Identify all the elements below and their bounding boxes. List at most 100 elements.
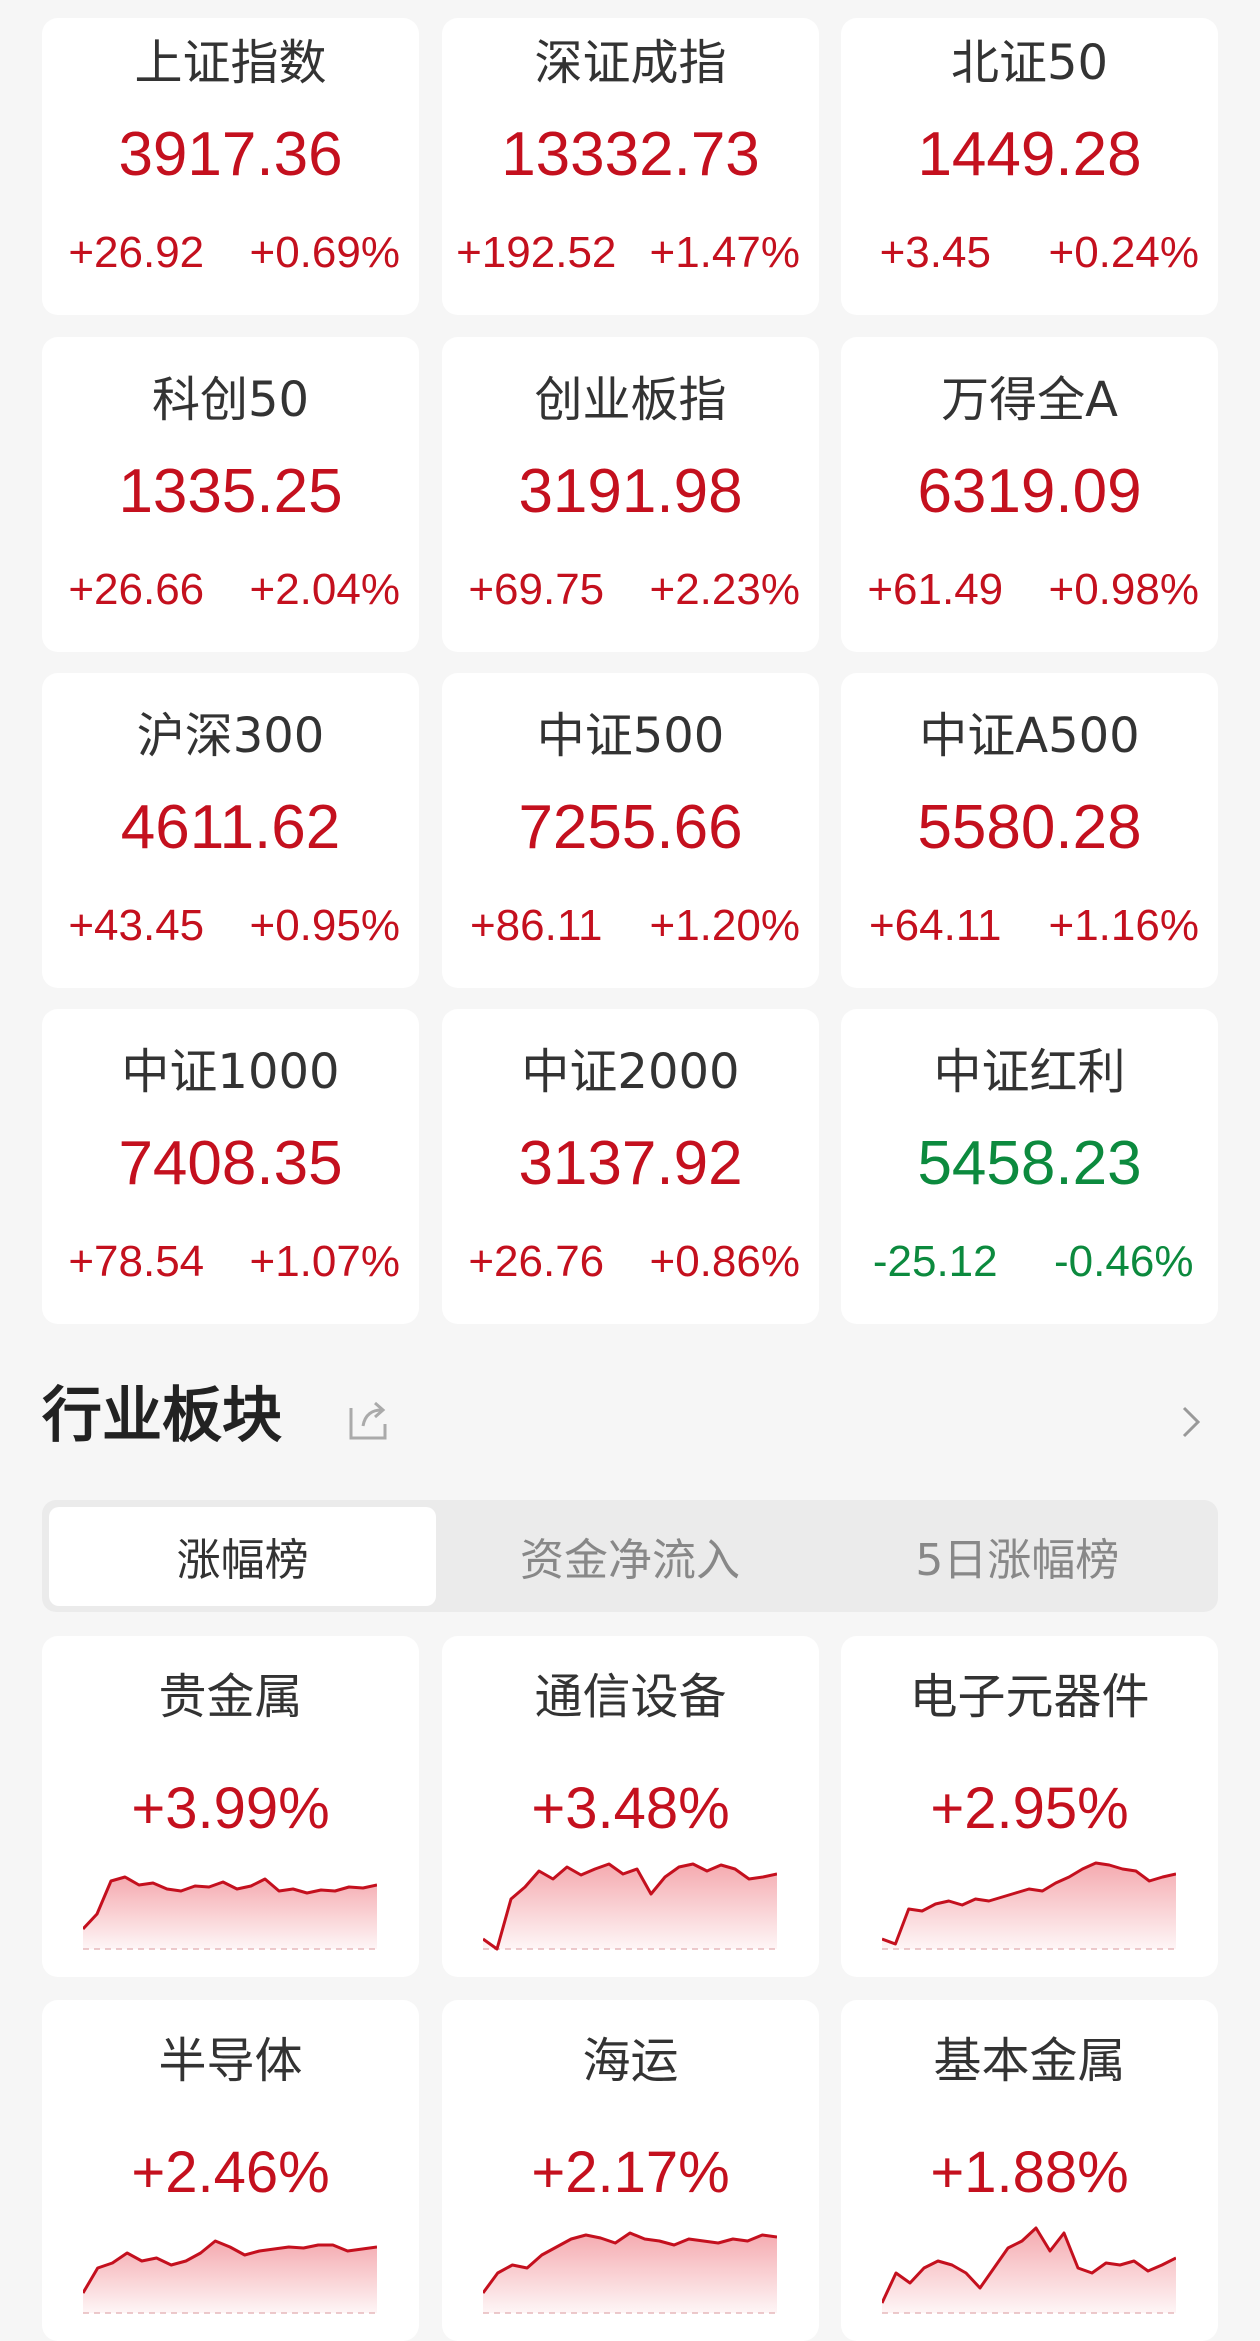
index-card[interactable]: 中证A500 5580.28 +64.11 +1.16% xyxy=(841,673,1218,988)
index-price: 1335.25 xyxy=(118,457,343,526)
index-change: +64.11 xyxy=(868,901,1002,950)
index-change-pct: +0.95% xyxy=(249,901,400,950)
index-price: 13332.73 xyxy=(501,120,760,189)
sector-sparkline xyxy=(882,1861,1176,1950)
index-name: 中证500 xyxy=(536,708,725,764)
index-change: +192.52 xyxy=(456,228,617,277)
index-price: 6319.09 xyxy=(917,457,1142,526)
index-change-pct: +1.16% xyxy=(1048,901,1199,950)
sector-sparkline xyxy=(483,2231,777,2314)
sector-name: 海运 xyxy=(582,2033,679,2089)
sector-card[interactable]: 海运 +2.17% xyxy=(442,2000,819,2341)
index-card[interactable]: 中证1000 7408.35 +78.54 +1.07% xyxy=(42,1009,419,1324)
index-card[interactable]: 中证2000 3137.92 +26.76 +0.86% xyxy=(442,1009,819,1324)
index-card[interactable]: 中证红利 5458.23 -25.12 -0.46% xyxy=(841,1009,1218,1324)
tab-net-inflow[interactable]: 资金净流入 xyxy=(519,1535,740,1586)
sector-tabs: 涨幅榜 资金净流入 5日涨幅榜 xyxy=(42,1500,1218,1612)
index-card[interactable]: 上证指数 3917.36 +26.92 +0.69% xyxy=(42,18,419,315)
index-change-row: +26.66 +2.04% xyxy=(42,563,419,617)
index-change-row: +78.54 +1.07% xyxy=(42,1235,419,1289)
index-change: +86.11 xyxy=(469,901,603,950)
sector-card[interactable]: 基本金属 +1.88% xyxy=(841,2000,1218,2341)
sparkline-line xyxy=(483,1862,777,1951)
index-price: 3917.36 xyxy=(118,120,343,189)
index-name: 中证1000 xyxy=(121,1044,340,1100)
chevron-right-icon[interactable] xyxy=(1176,1400,1206,1444)
sector-pct: +2.46% xyxy=(131,2140,330,2205)
sector-card[interactable]: 贵金属 +3.99% xyxy=(42,1636,419,1977)
index-change-row: +192.52 +1.47% xyxy=(442,226,819,280)
index-change: +26.92 xyxy=(68,228,205,277)
sparkline-line xyxy=(882,2226,1176,2304)
index-change-pct: +1.47% xyxy=(649,228,800,277)
index-change-pct: +0.69% xyxy=(249,228,400,277)
index-change-pct: +0.86% xyxy=(649,1237,800,1286)
sector-pct: +2.17% xyxy=(531,2140,730,2205)
index-change: +69.75 xyxy=(468,565,605,614)
index-change: +78.54 xyxy=(68,1237,205,1286)
index-change-row: +61.49 +0.98% xyxy=(841,563,1218,617)
index-change-pct: +0.98% xyxy=(1048,565,1199,614)
sparkline-line xyxy=(882,1861,1176,1946)
index-change-pct: +2.04% xyxy=(249,565,400,614)
index-card[interactable]: 创业板指 3191.98 +69.75 +2.23% xyxy=(442,337,819,652)
sparkline-line xyxy=(83,1875,377,1931)
sector-card[interactable]: 通信设备 +3.48% xyxy=(442,1636,819,1977)
index-price: 5458.23 xyxy=(917,1129,1142,1198)
section-title: 行业板块 xyxy=(42,1381,282,1451)
sector-name: 电子元器件 xyxy=(909,1669,1150,1725)
index-card[interactable]: 深证成指 13332.73 +192.52 +1.47% xyxy=(442,18,819,315)
sparkline-area xyxy=(882,1863,1176,1949)
index-change-row: +64.11 +1.16% xyxy=(841,899,1218,953)
index-price: 7408.35 xyxy=(118,1129,343,1198)
index-change-row: +26.76 +0.86% xyxy=(442,1235,819,1289)
index-change-pct: -0.46% xyxy=(1054,1237,1194,1286)
index-change: +43.45 xyxy=(68,901,205,950)
index-change-pct: +1.20% xyxy=(649,901,800,950)
sector-card[interactable]: 半导体 +2.46% xyxy=(42,2000,419,2341)
sector-pct: +3.99% xyxy=(131,1776,330,1841)
index-change-pct: +2.23% xyxy=(649,565,800,614)
sector-pct: +3.48% xyxy=(531,1776,730,1841)
sector-card[interactable]: 电子元器件 +2.95% xyxy=(841,1636,1218,1977)
index-change: +26.66 xyxy=(68,565,205,614)
sparkline-area xyxy=(483,2233,777,2313)
index-change-row: +86.11 +1.20% xyxy=(442,899,819,953)
index-name: 科创50 xyxy=(151,372,310,428)
index-card[interactable]: 北证50 1449.28 +3.45 +0.24% xyxy=(841,18,1218,315)
index-price: 5580.28 xyxy=(917,793,1142,862)
index-change: +61.49 xyxy=(867,565,1004,614)
index-change: -25.12 xyxy=(872,1237,998,1286)
index-name: 中证2000 xyxy=(521,1044,740,1100)
index-price: 3137.92 xyxy=(518,1129,743,1198)
sector-sparkline xyxy=(83,1875,377,1950)
sector-sparkline xyxy=(882,2226,1176,2314)
share-icon[interactable] xyxy=(347,1398,391,1442)
index-card[interactable]: 万得全A 6319.09 +61.49 +0.98% xyxy=(841,337,1218,652)
index-name: 中证红利 xyxy=(933,1044,1126,1100)
index-card[interactable]: 科创50 1335.25 +26.66 +2.04% xyxy=(42,337,419,652)
index-change-row: +43.45 +0.95% xyxy=(42,899,419,953)
sector-name: 半导体 xyxy=(158,2033,303,2089)
index-change: +3.45 xyxy=(879,228,991,277)
index-change-row: -25.12 -0.46% xyxy=(841,1235,1218,1289)
sparkline-area xyxy=(882,2228,1176,2313)
sparkline-line xyxy=(483,2231,777,2294)
index-change-row: +3.45 +0.24% xyxy=(841,226,1218,280)
index-change-pct: +0.24% xyxy=(1048,228,1199,277)
sparkline-line xyxy=(83,2239,377,2294)
tab-gainers[interactable]: 涨幅榜 xyxy=(49,1506,437,1606)
tab-5day-gainers[interactable]: 5日涨幅榜 xyxy=(915,1535,1120,1586)
index-card[interactable]: 中证500 7255.66 +86.11 +1.20% xyxy=(442,673,819,988)
index-name: 上证指数 xyxy=(134,35,327,91)
index-name: 北证50 xyxy=(950,35,1109,91)
index-price: 7255.66 xyxy=(518,793,743,862)
index-price: 1449.28 xyxy=(917,120,1142,189)
index-name: 万得全A xyxy=(941,372,1118,428)
sector-name: 通信设备 xyxy=(534,1669,727,1725)
index-price: 4611.62 xyxy=(120,793,341,862)
index-card[interactable]: 沪深300 4611.62 +43.45 +0.95% xyxy=(42,673,419,988)
index-name: 创业板指 xyxy=(534,372,727,428)
sector-name: 贵金属 xyxy=(158,1669,303,1725)
index-name: 深证成指 xyxy=(534,35,727,91)
